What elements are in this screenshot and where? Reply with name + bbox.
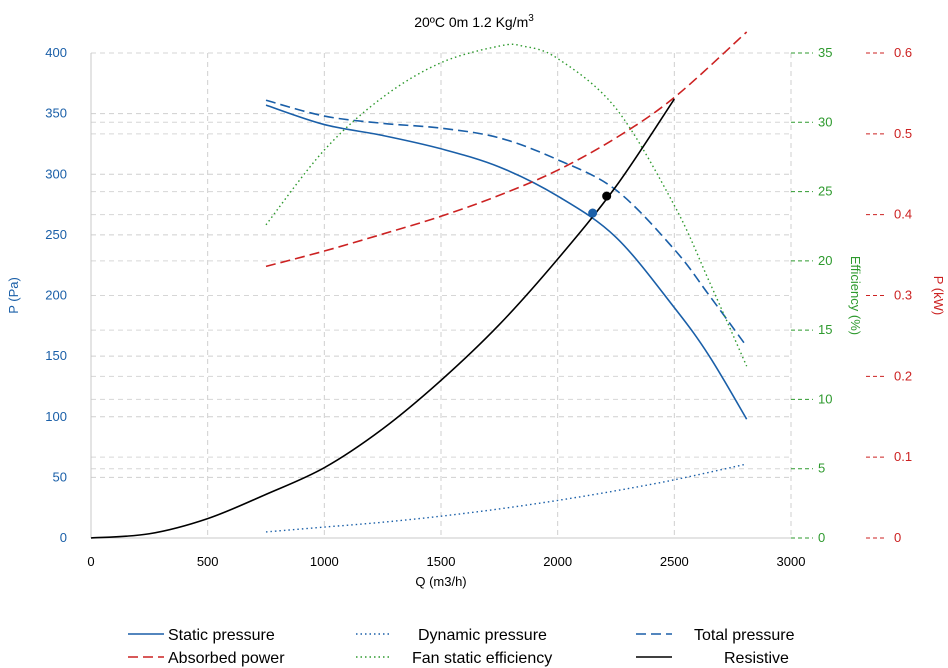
efficiency-tick-label: 5 xyxy=(818,461,825,476)
x-tick-label: 2500 xyxy=(660,554,689,569)
series-lines xyxy=(90,31,748,539)
pressure-tick-label: 250 xyxy=(45,227,67,242)
pressure-tick-label: 150 xyxy=(45,348,67,363)
legend: Static pressure Dynamic pressure Total pre… xyxy=(128,627,795,667)
efficiency-tick-label: 10 xyxy=(818,391,832,406)
pressure-tick-label: 50 xyxy=(53,469,67,484)
axes: 0 500 1000 1500 2000 2500 30000501001502002503… xyxy=(6,45,946,589)
legend-label-dynamic-pressure: Dynamic pressure xyxy=(418,627,547,644)
total-pressure-line xyxy=(265,99,748,347)
grid xyxy=(90,52,792,539)
legend-label-resistive: Resistive xyxy=(724,650,789,667)
x-tick-label: 500 xyxy=(197,554,219,569)
x-tick-label: 1000 xyxy=(310,554,339,569)
x-tick-label: 3000 xyxy=(777,554,806,569)
power-tick-label: 0.6 xyxy=(894,45,912,60)
x-axis-label: Q (m3/h) xyxy=(415,574,466,589)
pressure-tick-label: 0 xyxy=(60,530,67,545)
legend-label-total-pressure: Total pressure xyxy=(694,627,795,644)
efficiency-tick-label: 25 xyxy=(818,184,832,199)
static-pressure-line xyxy=(265,104,748,420)
x-tick-label: 2000 xyxy=(543,554,572,569)
efficiency-tick-label: 30 xyxy=(818,114,832,129)
efficiency-tick-label: 20 xyxy=(818,253,832,268)
operating-point-marker xyxy=(588,208,598,218)
efficiency-axis-label: Efficiency (%) xyxy=(848,256,863,335)
power-tick-label: 0 xyxy=(894,530,901,545)
power-tick-label: 0.4 xyxy=(894,207,912,222)
resistive-line xyxy=(90,98,675,539)
power-tick-label: 0.3 xyxy=(894,288,912,303)
power-tick-label: 0.1 xyxy=(894,449,912,464)
pressure-axis-label: P (Pa) xyxy=(6,277,21,314)
operating-point-marker xyxy=(602,191,612,201)
x-tick-label: 1500 xyxy=(427,554,456,569)
x-tick-label: 0 xyxy=(87,554,94,569)
legend-label-absorbed-power: Absorbed power xyxy=(168,650,285,667)
pressure-tick-label: 350 xyxy=(45,106,67,121)
power-axis-label: P (kW) xyxy=(931,276,946,315)
fan-static-efficiency-line xyxy=(265,43,748,367)
legend-label-static-pressure: Static pressure xyxy=(168,627,275,644)
legend-label-fan-static-efficiency: Fan static efficiency xyxy=(412,650,552,667)
efficiency-tick-label: 15 xyxy=(818,322,832,337)
chart-title: 20ºC 0m 1.2 Kg/m3 xyxy=(414,13,534,30)
dynamic-pressure-line xyxy=(265,463,747,533)
power-tick-label: 0.5 xyxy=(894,126,912,141)
pressure-tick-label: 100 xyxy=(45,409,67,424)
efficiency-tick-label: 35 xyxy=(818,45,832,60)
power-tick-label: 0.2 xyxy=(894,368,912,383)
pressure-tick-label: 400 xyxy=(45,45,67,60)
pressure-tick-label: 300 xyxy=(45,166,67,181)
pressure-tick-label: 200 xyxy=(45,288,67,303)
operating-points xyxy=(588,191,612,218)
efficiency-tick-label: 0 xyxy=(818,530,825,545)
absorbed-power-line xyxy=(265,31,748,268)
